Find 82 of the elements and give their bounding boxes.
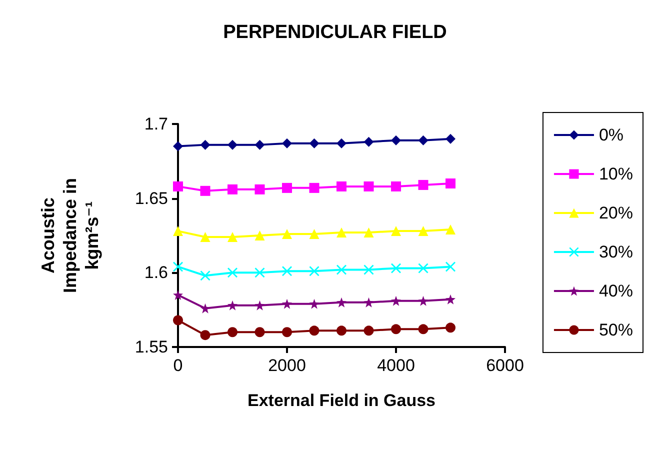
legend-label: 0% — [598, 126, 624, 144]
point — [282, 138, 292, 148]
point — [173, 262, 183, 272]
point — [418, 135, 428, 146]
point — [336, 264, 346, 275]
point — [309, 326, 320, 336]
y-tick-label: 1.7 — [144, 114, 168, 134]
point — [364, 264, 374, 275]
point — [309, 298, 320, 309]
point — [228, 140, 238, 150]
point — [282, 327, 292, 338]
point — [336, 326, 346, 336]
point — [446, 262, 456, 272]
point — [282, 182, 292, 193]
point — [282, 229, 292, 240]
chart-title: PERPENDICULAR FIELD — [223, 22, 447, 43]
point — [200, 270, 210, 281]
x-tick-label: 4000 — [377, 356, 415, 375]
point — [391, 135, 401, 146]
legend-label: 10% — [598, 164, 634, 184]
y-tick-label: 1.55 — [134, 338, 168, 356]
point — [364, 181, 374, 192]
point — [173, 226, 183, 236]
y-tick-label: 1.6 — [144, 263, 168, 282]
x-axis-title: External Field in Gauss — [247, 391, 436, 410]
point — [446, 178, 456, 188]
point — [418, 226, 428, 236]
x-tick-label: 0 — [173, 356, 183, 375]
point — [364, 136, 374, 147]
point — [309, 138, 320, 148]
point — [364, 228, 374, 238]
point — [446, 294, 456, 304]
point — [200, 232, 210, 242]
point — [336, 228, 346, 238]
point — [254, 327, 265, 338]
point — [228, 184, 238, 194]
point — [418, 180, 428, 190]
point — [336, 297, 346, 308]
point — [173, 141, 183, 152]
point — [446, 224, 456, 235]
point — [418, 324, 428, 334]
point — [254, 140, 265, 150]
point — [254, 230, 265, 240]
point — [254, 300, 265, 310]
point — [391, 324, 401, 334]
point — [200, 140, 210, 150]
point — [309, 266, 320, 276]
legend-label: 20% — [598, 204, 634, 222]
point — [228, 327, 238, 338]
point — [228, 300, 238, 310]
x-tick-label: 2000 — [268, 356, 306, 375]
point — [282, 298, 292, 309]
point — [228, 268, 238, 278]
point — [200, 330, 210, 340]
point — [364, 326, 374, 336]
point — [309, 182, 320, 193]
point — [336, 181, 346, 192]
point — [446, 134, 456, 144]
point — [391, 226, 401, 236]
y-tick-label: 1.65 — [134, 188, 168, 208]
point — [391, 181, 401, 192]
y-axis-title: Acoustic Impedance in kgm²s⁻¹ — [38, 178, 102, 294]
point — [228, 232, 238, 242]
point — [391, 263, 401, 274]
point — [418, 263, 428, 274]
legend-label: 40% — [598, 282, 634, 300]
point — [364, 297, 374, 308]
point — [173, 181, 183, 192]
point — [309, 229, 320, 240]
point — [391, 296, 401, 306]
point — [200, 186, 210, 196]
legend-label: 30% — [598, 242, 634, 262]
point — [173, 315, 183, 326]
legend-label: 50% — [598, 320, 634, 340]
point — [446, 322, 456, 333]
point — [336, 138, 346, 148]
point — [173, 290, 183, 300]
point — [254, 184, 265, 194]
point — [282, 266, 292, 276]
point — [418, 296, 428, 306]
x-tick-label: 6000 — [486, 356, 524, 375]
point — [254, 268, 265, 278]
